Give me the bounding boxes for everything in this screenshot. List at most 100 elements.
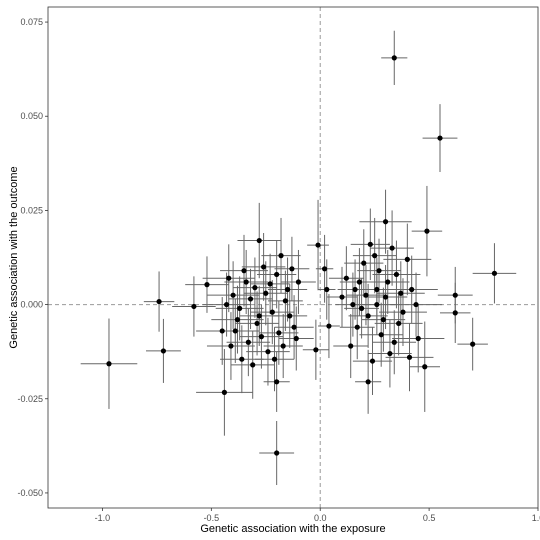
data-point [452,292,458,298]
data-point [400,309,406,315]
data-point [315,242,321,248]
data-point [380,317,386,323]
data-point [452,310,458,316]
data-point [156,298,162,305]
data-point [398,290,404,296]
data-point [239,356,245,362]
data-point [274,450,280,456]
data-point [326,323,332,329]
data-point [258,334,265,340]
data-point [382,294,389,300]
data-point [385,279,391,285]
data-point [223,301,230,308]
data-point [365,379,371,385]
data-point [250,362,256,368]
data-point [422,364,428,370]
data-point [391,339,397,345]
data-point [282,298,288,304]
data-point [389,245,395,251]
data-point [204,282,210,288]
reference-lines [48,7,538,508]
x-axis: -1.0 -0.5 0.0 0.5 1.0 [95,508,540,523]
data-point [226,275,232,281]
data-point [324,286,330,293]
data-point [274,271,280,278]
data-point [289,266,295,272]
data-point [256,237,262,244]
y-tick-label: 0.075 [20,17,43,27]
data-point [470,341,476,347]
data-point [339,294,345,300]
data-point [363,292,369,298]
x-tick-label: 1.0 [532,513,540,523]
data-point [243,279,249,285]
data-point [365,313,371,319]
data-point [348,343,354,349]
y-tick-label: 0.050 [20,111,43,121]
data-point [491,270,498,276]
data-point [228,343,234,349]
data-point [269,309,275,315]
y-axis: -0.050 -0.025 0.000 0.025 0.050 0.075 [17,17,48,498]
data-point [367,241,373,247]
data-point [252,285,258,291]
data-point [361,260,367,266]
x-tick-label: 0.5 [423,513,436,523]
data-point [313,347,319,353]
x-tick-label: -1.0 [95,513,111,523]
data-point [415,335,421,342]
data-point [374,286,380,293]
data-point [267,281,273,287]
data-point [291,324,297,330]
data-point [261,264,267,270]
y-tick-label: -0.025 [17,394,43,404]
data-point [284,286,291,293]
y-axis-title: Genetic association with the outcome [8,166,20,348]
plot-frame [47,6,539,509]
data-point [376,268,382,274]
data-point [343,275,349,281]
x-axis-title: Genetic association with the exposure [200,523,385,535]
data-point [293,335,299,342]
data-point [221,389,227,395]
data-point [219,328,225,334]
data-point [232,328,238,334]
data-point [287,313,293,319]
data-point [241,268,247,274]
data-point [295,279,302,285]
data-point [256,313,262,319]
data-point [437,135,443,141]
data-point [247,296,254,302]
data-point [369,358,376,364]
data-point [254,320,260,327]
x-tick-label: -0.5 [204,513,220,523]
data-point [160,348,167,354]
data-point [372,253,378,259]
data-point [396,320,402,327]
data-point [278,253,284,259]
data-point [378,332,384,338]
data-point [387,350,393,357]
data-point [276,330,282,336]
data-point [424,228,430,234]
data-point [234,317,241,323]
x-tick-label: 0.0 [314,513,327,523]
data-point [237,305,243,311]
data-point [106,361,112,367]
data-point [280,343,286,349]
data-point [354,324,360,330]
data-point [359,305,365,311]
data-point [404,256,410,262]
data-point [391,55,397,61]
data-point [356,279,363,285]
data-point [191,303,197,310]
y-tick-label: 0.000 [20,300,43,310]
data-point [413,301,419,308]
data-point [271,356,278,362]
data-point [265,349,271,355]
data-point [352,286,358,293]
data-point [406,354,413,360]
data-point [321,266,328,272]
data-point [245,339,251,345]
